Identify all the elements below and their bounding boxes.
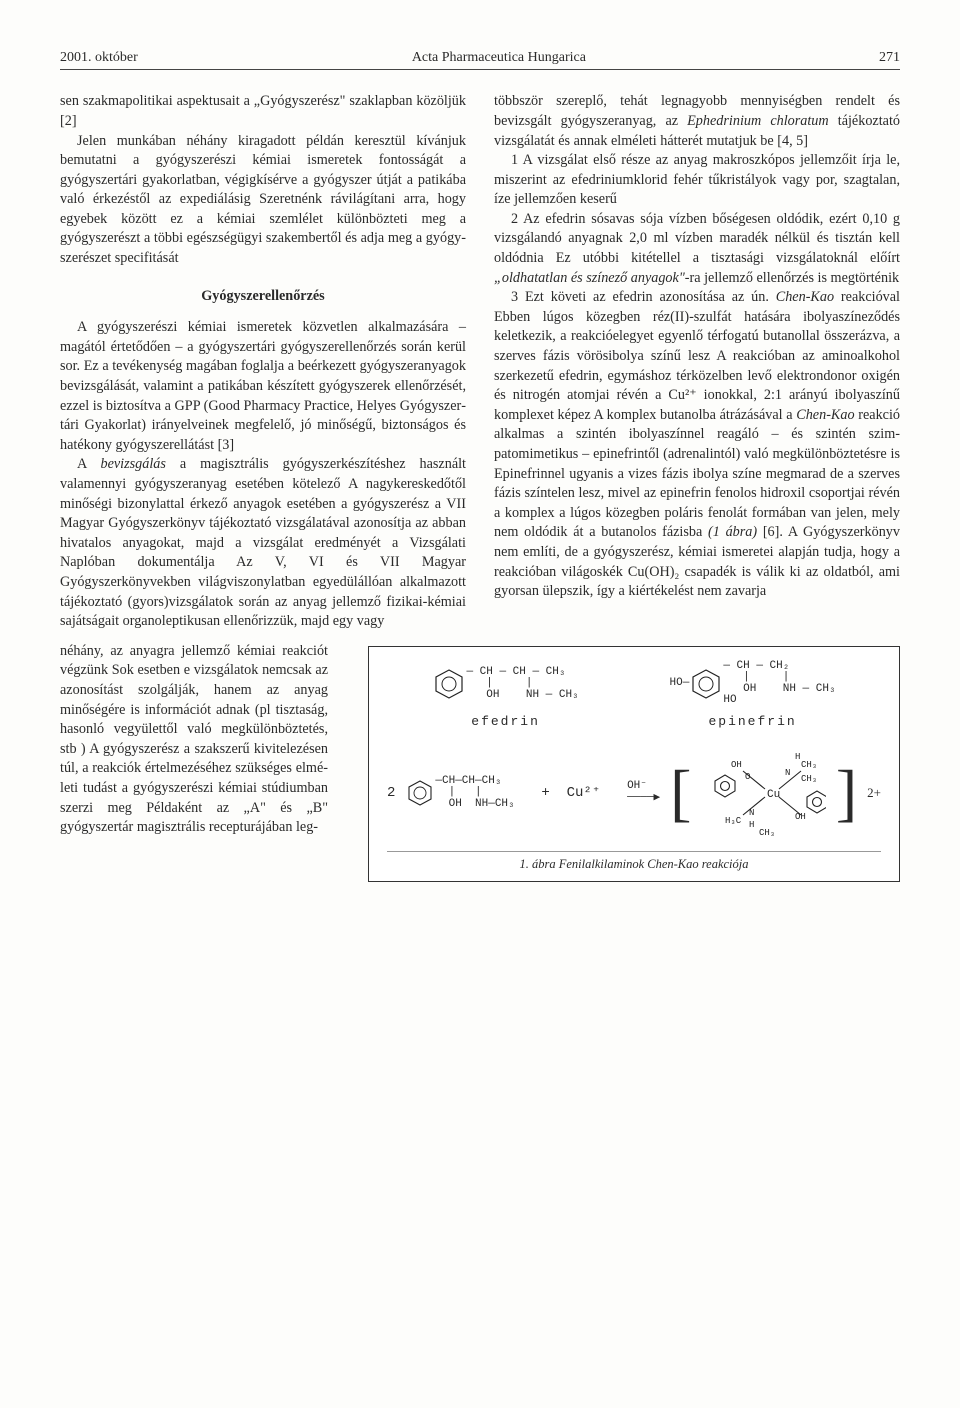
- reaction-arrow: OH⁻ ────▶: [627, 781, 660, 804]
- col-b-para-1-italic: Ephedrinium chloratum: [687, 113, 829, 129]
- col-a-para-4-italic: bevizsgálás: [100, 456, 165, 472]
- bracket-right-icon: ]: [836, 764, 857, 822]
- svg-text:N: N: [749, 808, 754, 818]
- col-b-para-4-italic1: Chen-Kao: [776, 289, 834, 305]
- body-columns: sen szakmapolitikai aspektusait a „Gyógy…: [60, 92, 900, 631]
- col-b-para-3b: -ra jellemző ellenőr­zés is megtörténik: [685, 270, 899, 286]
- col-b-para-3: 2 Az efedrin sósavas sója vízben bőséges…: [494, 210, 900, 288]
- header-journal: Acta Pharmaceutica Hungarica: [138, 48, 860, 67]
- structure-efedrin-small: —CH—CH—CH₃ | | OH NH—CH₃: [405, 776, 514, 811]
- page-header: 2001. október Acta Pharmaceutica Hungari…: [60, 48, 900, 70]
- col-a-para-4b: a magisztrális gyógyszerkészítés­hez has…: [60, 456, 466, 629]
- complex-charge: 2+: [867, 784, 881, 802]
- figure-caption: 1. ábra Fenilalkilaminok Chen-Kao reakci…: [387, 851, 881, 873]
- col-b-para-2: 1 A vizsgálat első része az anyag makros…: [494, 151, 900, 210]
- efedrin-chain: — CH — CH — CH₃ | | OH NH — CH₃: [466, 667, 578, 702]
- svg-text:N: N: [785, 768, 790, 778]
- epinefrin-ho: HO—: [670, 678, 690, 690]
- col-b-para-4a: 3 Ezt követi az efedrin azonosítása az ú…: [511, 289, 776, 305]
- cu-complex-structure: Cu OH CH₃ CH₃ H N O H₃C N: [701, 745, 825, 841]
- epinefrin-chain: — CH — CH₂ | | OH NH — CH₃ HO: [723, 661, 835, 707]
- col-b-para-4: 3 Ezt követi az efedrin azonosítása az ú…: [494, 288, 900, 602]
- col-b-para-4c: reakció alkalmas a szintén ibolyaszínnel…: [494, 407, 900, 541]
- col-b-para-3-italic: „oldhatatlan és színező anyagok": [494, 270, 685, 286]
- structure-epinefrin: HO— — CH — CH₂ | | OH NH — CH₃ HO: [670, 661, 836, 707]
- svg-text:H: H: [749, 820, 754, 830]
- label-epinefrin: epinefrin: [708, 713, 796, 731]
- label-efedrin: efedrin: [471, 713, 540, 731]
- svg-text:H: H: [795, 752, 800, 762]
- header-page-number: 271: [860, 48, 900, 67]
- col-a-para-4a: A: [77, 456, 100, 472]
- svg-text:OH: OH: [731, 760, 742, 770]
- col-a-para-4: A bevizsgálás a magisztrális gyógyszerké…: [60, 455, 466, 631]
- col-b-para-3a: 2 Az efedrin sósavas sója vízben bőséges…: [494, 211, 900, 266]
- svg-text:CH₃: CH₃: [801, 774, 817, 784]
- bracket-left-icon: [: [670, 764, 691, 822]
- col-a-para-3: A gyógyszerészi kémiai ismeretek közvetl…: [60, 318, 466, 455]
- efedrin-chain-small: —CH—CH—CH₃ | | OH NH—CH₃: [435, 776, 514, 811]
- svg-text:CH₃: CH₃: [801, 760, 817, 770]
- reaction-coeff-2: 2: [387, 786, 395, 801]
- benzene-catechol-icon: [689, 667, 723, 701]
- structure-efedrin: — CH — CH — CH₃ | | OH NH — CH₃: [432, 667, 578, 702]
- svg-text:O: O: [745, 772, 750, 782]
- figure-1: — CH — CH — CH₃ | | OH NH — CH₃ HO— — CH…: [368, 646, 900, 882]
- benzene-ring-icon: [432, 667, 466, 701]
- svg-text:Cu: Cu: [767, 789, 780, 801]
- col-b-para-4-italic3: (1 ábra): [708, 524, 757, 540]
- left-flow-para: néhány, az anyagra jellemző kémiai reakc…: [60, 642, 328, 838]
- chem-labels: efedrin epinefrin: [387, 713, 881, 731]
- col-b-para-1: többször szereplő, tehát legnagyobb menn…: [494, 92, 900, 151]
- chem-structures-row1: — CH — CH — CH₃ | | OH NH — CH₃ HO— — CH…: [387, 661, 881, 707]
- section-heading-1: Gyógyszerellenőrzés: [60, 287, 466, 307]
- header-date: 2001. október: [60, 48, 138, 67]
- svg-text:OH: OH: [795, 812, 806, 822]
- chem-reaction-row: 2 —CH—CH—CH₃ | | OH NH—CH₃ + Cu²⁺ OH⁻ ──…: [387, 745, 881, 841]
- left-flow-text: néhány, az anyagra jellemző kémiai reakc…: [60, 642, 328, 838]
- benzene-ring-icon: [405, 778, 435, 808]
- col-a-para-1: sen szakmapolitikai aspektusait a „Gyógy…: [60, 92, 466, 131]
- col-b-para-4b: reakcióval Ebben lúgos közegben réz(II)-…: [494, 289, 900, 423]
- col-b-para-4-italic2: Chen-Kao: [796, 407, 854, 423]
- col-a-para-2: Jelen munkában néhány kiragadott példán …: [60, 132, 466, 269]
- svg-text:CH₃: CH₃: [759, 828, 775, 838]
- svg-text:H₃C: H₃C: [725, 816, 742, 826]
- plus-sign: + Cu²⁺: [525, 786, 617, 801]
